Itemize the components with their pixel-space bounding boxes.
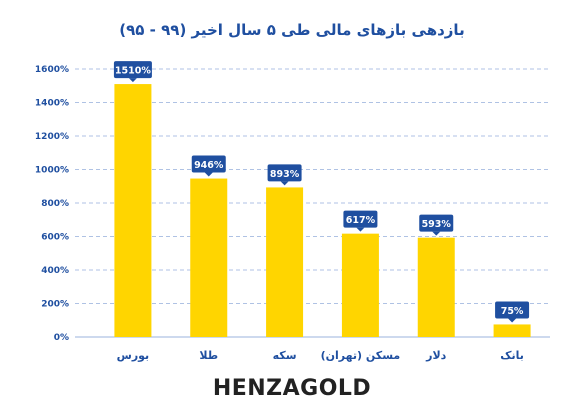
x-tick-label: دلار [425,349,447,362]
grid-lines [75,68,550,338]
x-tick-label: طلا [199,349,218,362]
y-tick-label: 0% [54,333,69,343]
x-tick-label: بورس [117,349,150,362]
bar [493,324,531,337]
data-label: 1510% [115,66,151,77]
y-tick-label: 800% [41,199,69,209]
data-label: 593% [422,219,452,230]
data-label: 617% [346,215,376,226]
data-label: 75% [501,306,524,317]
data-label-pointer [432,231,441,236]
data-label-box [191,155,226,173]
data-label-box [113,61,152,79]
y-tick-label: 1600% [35,65,69,75]
y-tick-label: 1200% [35,132,69,142]
bars [114,84,531,337]
data-label-box [495,301,530,319]
y-tick-label: 600% [41,233,69,243]
x-tick-label: سکه [273,349,297,362]
x-tick-label: بانک [500,349,524,362]
bar [266,187,304,337]
data-label-pointer [128,78,137,83]
data-label-pointer [280,181,289,186]
data-labels: 1510% 946% 893% 617% 593% 75% [113,61,530,323]
y-axis: 0% 200% 400% 600% 800% 1000% 1200% 1400% 1600% [35,65,69,343]
chart-title: بازدهی بازهای مالی طی ۵ سال اخیر (۹۹ - ۹… [119,21,464,39]
y-tick-label: 1000% [35,166,69,176]
data-label-pointer [204,172,213,177]
data-label-pointer [508,318,517,323]
y-tick-label: 400% [41,266,69,276]
data-label-box [267,164,302,182]
bar [417,237,455,337]
bar [190,178,228,337]
data-label: 893% [270,169,300,180]
data-label-pointer [356,227,365,232]
bar [341,233,379,337]
x-tick-label: مسکن (تهران) [321,349,401,362]
data-label-box [419,214,454,232]
data-label-box [343,210,378,228]
y-tick-label: 200% [41,300,69,310]
brand-logo-text: HENZAGOLD [213,376,371,401]
y-tick-label: 1400% [35,99,69,109]
data-label: 946% [194,160,224,171]
bar [114,84,152,337]
x-axis: بورس طلا سکه مسکن (تهران) دلار بانک [117,349,524,362]
